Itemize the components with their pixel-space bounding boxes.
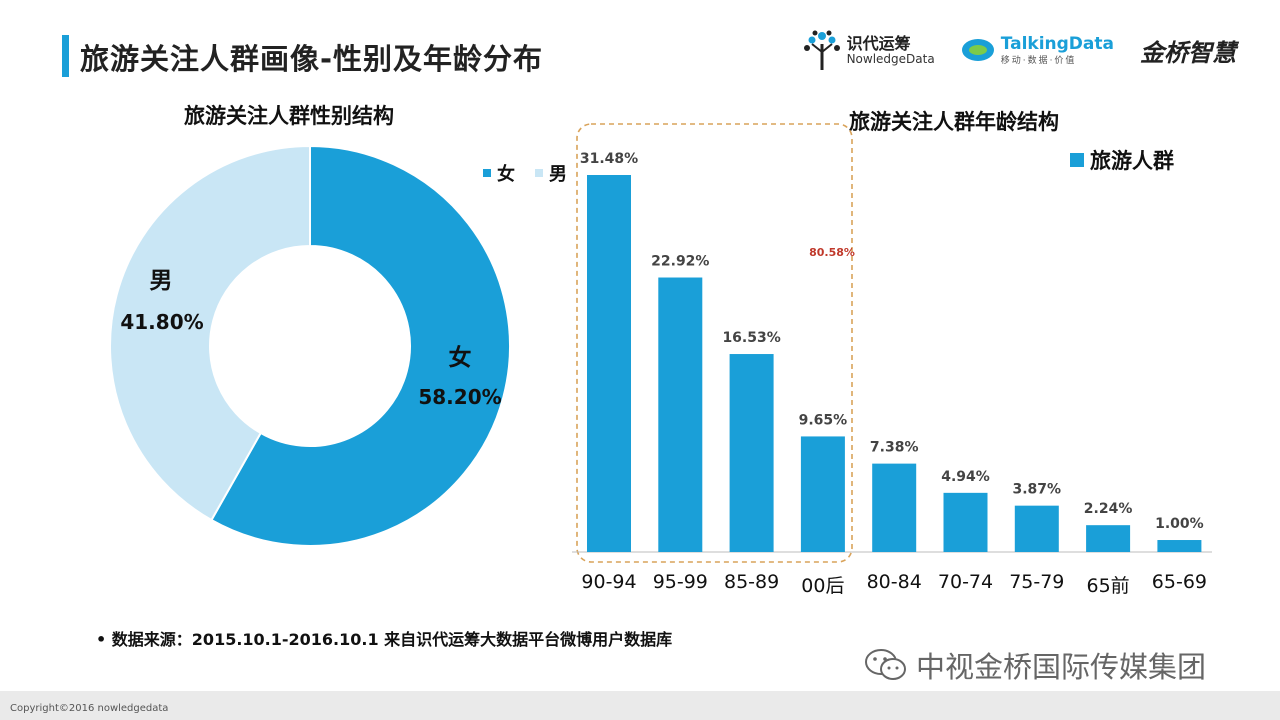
- age-bar-chart: 80.58% 31.48% 90-94 22.92% 95-99 16.53% 85-89…: [572, 123, 1212, 597]
- logo-strip: 识代运筹 NowledgeData TalkingData 移动·数据·价值 金…: [803, 30, 1236, 70]
- gender-donut-chart: 女 58.20% 男 41.80%: [109, 144, 511, 547]
- highlight-group-box: [576, 123, 853, 563]
- x-tick-label-70-74: 70-74: [938, 571, 993, 593]
- highlight-total-label: 80.58%: [809, 246, 855, 259]
- bar-65前: [1086, 525, 1131, 552]
- gender-legend: 女 男: [483, 160, 567, 186]
- jinqiao-logo-text: 金桥智慧: [1140, 38, 1236, 67]
- jinqiao-logo: 金桥智慧: [1140, 33, 1236, 68]
- female-slice-value: 58.20%: [418, 385, 501, 409]
- x-tick-label-65-69: 65-69: [1152, 571, 1207, 593]
- talkingdata-logo-text: TalkingData: [1000, 33, 1114, 54]
- age-legend: 旅游人群: [1070, 145, 1174, 175]
- bar-value-label-65前: 2.24%: [1084, 501, 1133, 517]
- legend-travel-label: 旅游人群: [1090, 149, 1174, 173]
- bar-75-79: [1014, 505, 1059, 552]
- bar-value-label-00后: 9.65%: [799, 412, 848, 428]
- bar-65-69: [1157, 540, 1202, 552]
- bar-value-label-65-69: 1.00%: [1155, 516, 1204, 532]
- nowledgedata-logo: 识代运筹 NowledgeData: [803, 30, 935, 70]
- bar-value-label-70-74: 4.94%: [941, 469, 990, 485]
- x-tick-label-95-99: 95-99: [653, 571, 708, 593]
- data-source-note: • 数据来源：2015.10.1-2016.10.1 来自识代运筹大数据平台微博…: [96, 630, 673, 649]
- watermark: 中视金桥国际传媒集团: [864, 644, 1206, 686]
- gender-chart-title: 旅游关注人群性别结构: [184, 104, 394, 128]
- x-tick-label-65前: 65前: [1087, 575, 1130, 597]
- x-tick-label-75-79: 75-79: [1009, 571, 1064, 593]
- x-tick-label-85-89: 85-89: [724, 571, 779, 593]
- bar-85-89: [729, 354, 774, 552]
- copyright-text: Copyright©2016 nowledgedata: [10, 703, 169, 714]
- donut-slice-female: [210, 144, 511, 547]
- bar-value-label-85-89: 16.53%: [722, 330, 780, 346]
- male-slice-label: 男: [150, 268, 173, 294]
- page-title: 旅游关注人群画像-性别及年龄分布: [80, 42, 544, 76]
- nowledgedata-logo-cn: 识代运筹: [846, 33, 911, 53]
- talkingdata-logo: TalkingData 移动·数据·价值: [961, 35, 1114, 66]
- legend-male-label: 男: [549, 164, 567, 185]
- age-chart-title: 旅游关注人群年龄结构: [849, 110, 1059, 134]
- x-tick-label-90-94: 90-94: [581, 571, 636, 593]
- legend-female-swatch: [483, 169, 491, 177]
- footer-bar: [0, 691, 1280, 720]
- donut-slice-male: [109, 144, 311, 522]
- tree-icon: [803, 30, 840, 70]
- bar-95-99: [658, 277, 703, 552]
- bar-value-label-80-84: 7.38%: [870, 440, 919, 456]
- bar-value-label-95-99: 22.92%: [651, 254, 709, 270]
- nowledgedata-logo-en: NowledgeData: [846, 51, 935, 66]
- bar-80-84: [872, 463, 917, 552]
- bar-70-74: [943, 492, 988, 552]
- legend-travel-swatch: [1070, 153, 1084, 167]
- talkingdata-logo-sub: 移动·数据·价值: [1000, 55, 1077, 66]
- x-tick-label-80-84: 80-84: [867, 571, 922, 593]
- title-accent-bar: [62, 35, 69, 77]
- bar-value-label-90-94: 31.48%: [580, 151, 638, 167]
- bar-value-label-75-79: 3.87%: [1013, 482, 1062, 498]
- legend-male-swatch: [535, 169, 543, 177]
- female-slice-label: 女: [449, 344, 472, 371]
- talkingdata-mark-icon: [961, 39, 994, 61]
- male-slice-value: 41.80%: [120, 310, 203, 334]
- legend-female-label: 女: [497, 164, 515, 185]
- wechat-icon: [865, 649, 906, 680]
- bar-00后: [800, 436, 845, 552]
- watermark-text: 中视金桥国际传媒集团: [916, 650, 1207, 684]
- x-tick-label-00后: 00后: [801, 575, 844, 597]
- bar-90-94: [587, 175, 631, 552]
